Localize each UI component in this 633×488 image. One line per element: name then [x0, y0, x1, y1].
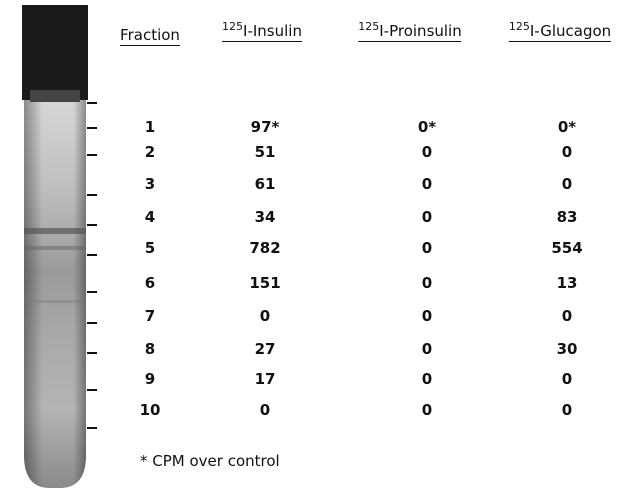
table-cell: 0: [422, 401, 432, 419]
table-cell: 97*: [251, 118, 280, 136]
table-cell: 30: [557, 340, 578, 358]
table-cell: 0: [422, 370, 432, 388]
table-cell: 17: [255, 370, 276, 388]
table-cell: 0: [260, 307, 270, 325]
figure: * CPM over control Fraction125I-Insulin1…: [0, 0, 633, 488]
table-cell: 0: [260, 401, 270, 419]
table-cell: 51: [255, 143, 276, 161]
table-cell: 1: [145, 118, 155, 136]
gel-tube: [0, 0, 120, 488]
table-cell: 0: [562, 175, 572, 193]
table-cell: 6: [145, 274, 155, 292]
header-text: I-Insulin: [243, 22, 302, 40]
table-cell: 34: [255, 208, 276, 226]
header-text: Fraction: [120, 26, 180, 44]
table-cell: 8: [145, 340, 155, 358]
table-cell: 0: [422, 239, 432, 257]
table-cell: 61: [255, 175, 276, 193]
table-cell: 0: [422, 175, 432, 193]
header-text: I-Proinsulin: [379, 22, 461, 40]
column-header: 125I-Proinsulin: [358, 20, 461, 42]
table-cell: 0: [562, 401, 572, 419]
header-superscript: 125: [358, 20, 379, 33]
table-cell: 7: [145, 307, 155, 325]
table-cell: 0: [422, 274, 432, 292]
table-cell: 5: [145, 239, 155, 257]
table-cell: 0*: [558, 118, 576, 136]
footnote: * CPM over control: [140, 452, 280, 470]
table-cell: 0: [562, 143, 572, 161]
table-cell: 151: [249, 274, 280, 292]
table-cell: 83: [557, 208, 578, 226]
table-cell: 0: [422, 143, 432, 161]
table-cell: 2: [145, 143, 155, 161]
table-cell: 0: [422, 307, 432, 325]
table-cell: 0: [562, 307, 572, 325]
column-header: Fraction: [120, 26, 180, 46]
table-cell: 782: [249, 239, 280, 257]
table-cell: 554: [551, 239, 582, 257]
table-cell: 0: [562, 370, 572, 388]
header-text: I-Glucagon: [530, 22, 611, 40]
header-superscript: 125: [222, 20, 243, 33]
table-cell: 0*: [418, 118, 436, 136]
table-cell: 4: [145, 208, 155, 226]
table-cell: 3: [145, 175, 155, 193]
table-cell: 27: [255, 340, 276, 358]
header-superscript: 125: [509, 20, 530, 33]
column-header: 125I-Insulin: [222, 20, 302, 42]
table-cell: 10: [140, 401, 161, 419]
table-cell: 0: [422, 208, 432, 226]
table-cell: 13: [557, 274, 578, 292]
table-cell: 0: [422, 340, 432, 358]
column-header: 125I-Glucagon: [509, 20, 611, 42]
table-cell: 9: [145, 370, 155, 388]
